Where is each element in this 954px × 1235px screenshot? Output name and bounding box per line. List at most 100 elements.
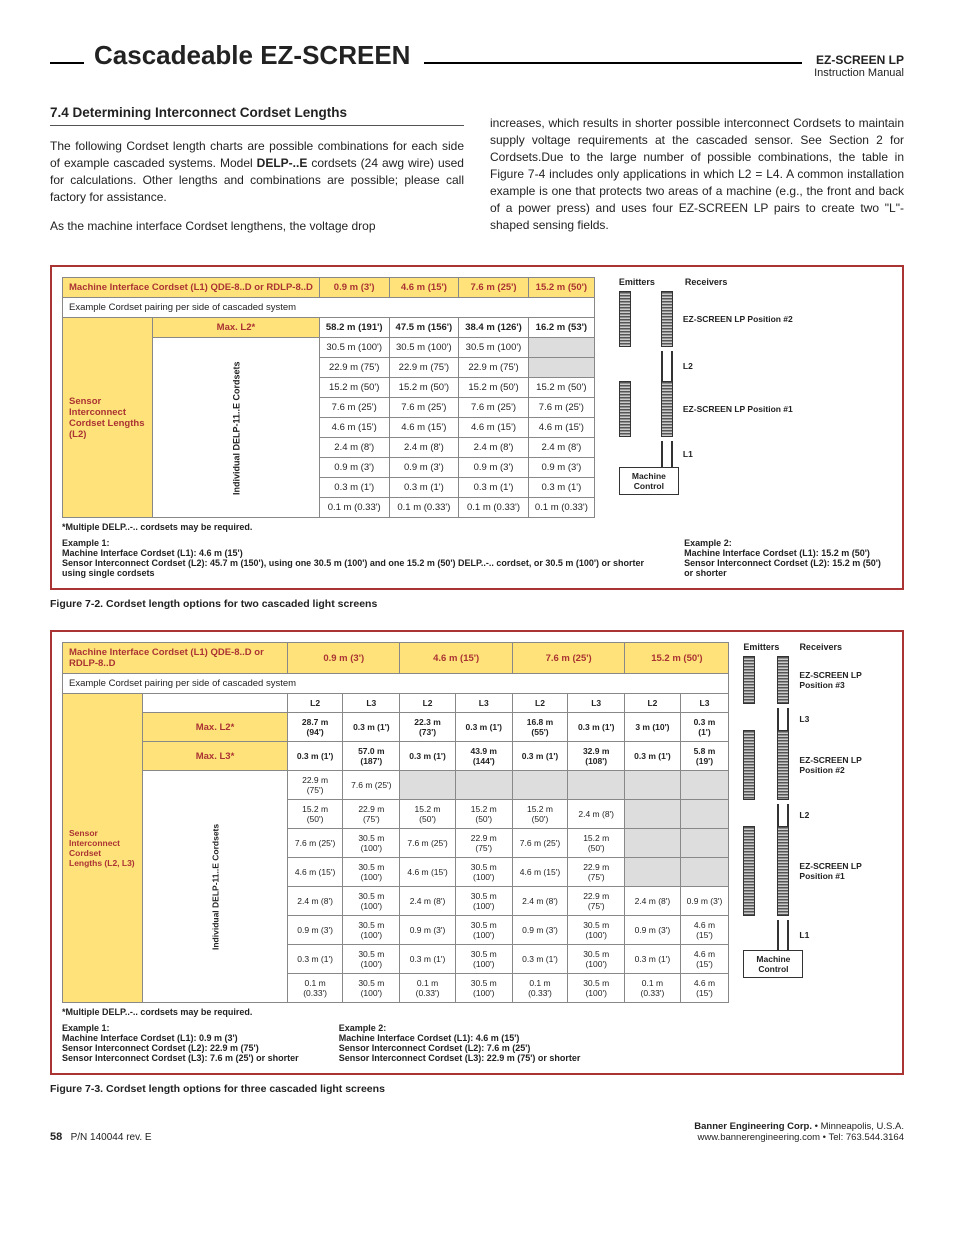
c: 0.1 m (0.33'): [288, 974, 343, 1003]
c: 5.8 m (19'): [680, 742, 729, 771]
fig72-footnote: *Multiple DELP..-.. cordsets may be requ…: [62, 522, 892, 532]
c: 22.3 m (73'): [400, 713, 455, 742]
p3: EZ-SCREEN LP Position #3: [799, 670, 892, 690]
c: 15.2 m (50'): [455, 800, 512, 829]
c: 2.4 m (8'): [319, 438, 389, 458]
c: 30.5 m (100'): [319, 338, 389, 358]
l3: L3: [799, 714, 809, 724]
c: 30.5 m (100'): [455, 974, 512, 1003]
page-footer: 58 P/N 140044 rev. E Banner Engineering …: [50, 1121, 904, 1143]
c: 2.4 m (8'): [389, 438, 459, 458]
c: 7.6 m (25'): [400, 829, 455, 858]
fig72-max-2: 38.4 m (126'): [459, 318, 529, 338]
b: Sensor Interconnect Cordset (L2): 22.9 m…: [62, 1043, 259, 1053]
c: 0.3 m (1'): [400, 742, 455, 771]
c: [455, 771, 512, 800]
fig72-col-3: 15.2 m (50'): [528, 278, 594, 298]
c: 2.4 m (8'): [528, 438, 594, 458]
intro-columns: 7.4 Determining Interconnect Cordset Len…: [50, 103, 904, 247]
c: 0.3 m (1'): [512, 742, 567, 771]
fig73-caption: Figure 7-3. Cordset length options for t…: [50, 1083, 904, 1095]
c: [680, 800, 729, 829]
fig73-diagram: EmittersReceivers EZ-SCREEN LP Position …: [743, 642, 892, 978]
c: 15.2 m (50'): [288, 800, 343, 829]
c: 4.6 m (15'): [512, 858, 567, 887]
c: 0.9 m (3'): [389, 458, 459, 478]
c: 0.3 m (1'): [568, 713, 625, 742]
c: 30.5 m (100'): [343, 945, 400, 974]
web: www.bannerengineering.com • Tel: 763.544…: [694, 1132, 904, 1143]
c: 0.1 m (0.33'): [528, 498, 594, 518]
lbl-l2: L2: [683, 361, 693, 371]
fig72-max-1: 47.5 m (156'): [389, 318, 459, 338]
f73fn: *Multiple DELP..-.. cordsets may be requ…: [62, 1007, 892, 1017]
c: 7.6 m (25'): [528, 398, 594, 418]
m2: Max. L2*: [143, 713, 288, 742]
f73c0: 0.9 m (3'): [288, 643, 400, 674]
c: 30.5 m (100'): [568, 945, 625, 974]
fig72-col-0: 0.9 m (3'): [319, 278, 389, 298]
loc: • Minneapolis, U.S.A.: [812, 1121, 904, 1132]
page-title: Cascadeable EZ-SCREEN: [94, 40, 410, 71]
c: [400, 771, 455, 800]
c: 22.9 m (75'): [288, 771, 343, 800]
c: [625, 829, 680, 858]
c: 30.5 m (100'): [343, 916, 400, 945]
fig72-col-1: 4.6 m (15'): [389, 278, 459, 298]
fig72-ex2: Example 2: Machine Interface Cordset (L1…: [684, 538, 892, 578]
c: 15.2 m (50'): [459, 378, 529, 398]
c: 0.9 m (3'): [680, 887, 729, 916]
fig72-ex1: Example 1: Machine Interface Cordset (L1…: [62, 538, 644, 578]
fig72-maxl2: Max. L2*: [153, 318, 320, 338]
c: 32.9 m (108'): [568, 742, 625, 771]
ex2-a: Machine Interface Cordset (L1): 15.2 m (…: [684, 548, 870, 558]
fig72-table: Machine Interface Cordset (L1) QDE-8..D …: [62, 277, 595, 518]
l2: L2: [799, 810, 809, 820]
fig72-diagram: EmittersReceivers EZ-SCREEN LP Position …: [619, 277, 793, 495]
lbl-pos1: EZ-SCREEN LP Position #1: [683, 404, 793, 414]
c: 30.5 m (100'): [455, 945, 512, 974]
intro-p1-bold: DELP-..E: [257, 156, 308, 170]
s: L2: [625, 694, 680, 713]
c: 22.9 m (75'): [319, 358, 389, 378]
t: Example 1:: [62, 1023, 110, 1033]
c: 0.3 m (1'): [319, 478, 389, 498]
c: [625, 800, 680, 829]
c: 0.3 m (1'): [288, 945, 343, 974]
c: 28.7 m (94'): [288, 713, 343, 742]
c: 4.6 m (15'): [319, 418, 389, 438]
c: [568, 771, 625, 800]
machine-control-box: Machine Control: [619, 467, 679, 495]
c: 0.9 m (3'): [319, 458, 389, 478]
c: 2.4 m (8'): [625, 887, 680, 916]
e: Emitters: [743, 642, 779, 652]
c: 22.9 m (75'): [455, 829, 512, 858]
corp: Banner Engineering Corp.: [694, 1121, 812, 1132]
fig72-max-3: 16.2 m (53'): [528, 318, 594, 338]
c: [625, 858, 680, 887]
f73c2: 7.6 m (25'): [512, 643, 624, 674]
ex1-t: Example 1:: [62, 538, 110, 548]
p1: EZ-SCREEN LP Position #1: [799, 861, 892, 881]
m3: Max. L3*: [143, 742, 288, 771]
c: 22.9 m (75'): [459, 358, 529, 378]
ex1-a: Machine Interface Cordset (L1): 4.6 m (1…: [62, 548, 243, 558]
ex1-b: Sensor Interconnect Cordset (L2): 45.7 m…: [62, 558, 644, 578]
c: 7.6 m (25'): [459, 398, 529, 418]
c: 4.6 m (15'): [389, 418, 459, 438]
figure-7-3: Machine Interface Cordset (L1) QDE-8..D …: [50, 630, 904, 1075]
c: 4.6 m (15'): [680, 945, 729, 974]
c: 22.9 m (75'): [343, 800, 400, 829]
figure-7-2: Machine Interface Cordset (L1) QDE-8..D …: [50, 265, 904, 590]
c: 2.4 m (8'): [568, 800, 625, 829]
c: 0.1 m (0.33'): [389, 498, 459, 518]
c: 0.9 m (3'): [459, 458, 529, 478]
fig72-max-0: 58.2 m (191'): [319, 318, 389, 338]
c: 2.4 m (8'): [459, 438, 529, 458]
title-rule: [424, 62, 802, 64]
c: Sensor Interconnect Cordset (L3): 22.9 m…: [339, 1053, 581, 1063]
c: 0.3 m (1'): [400, 945, 455, 974]
c: 0.1 m (0.33'): [400, 974, 455, 1003]
c: 0.9 m (3'): [400, 916, 455, 945]
c: 2.4 m (8'): [512, 887, 567, 916]
